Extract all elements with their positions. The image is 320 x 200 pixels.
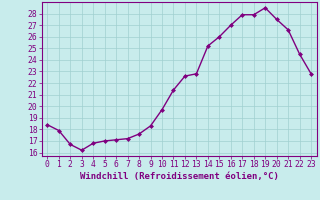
X-axis label: Windchill (Refroidissement éolien,°C): Windchill (Refroidissement éolien,°C) [80, 172, 279, 181]
